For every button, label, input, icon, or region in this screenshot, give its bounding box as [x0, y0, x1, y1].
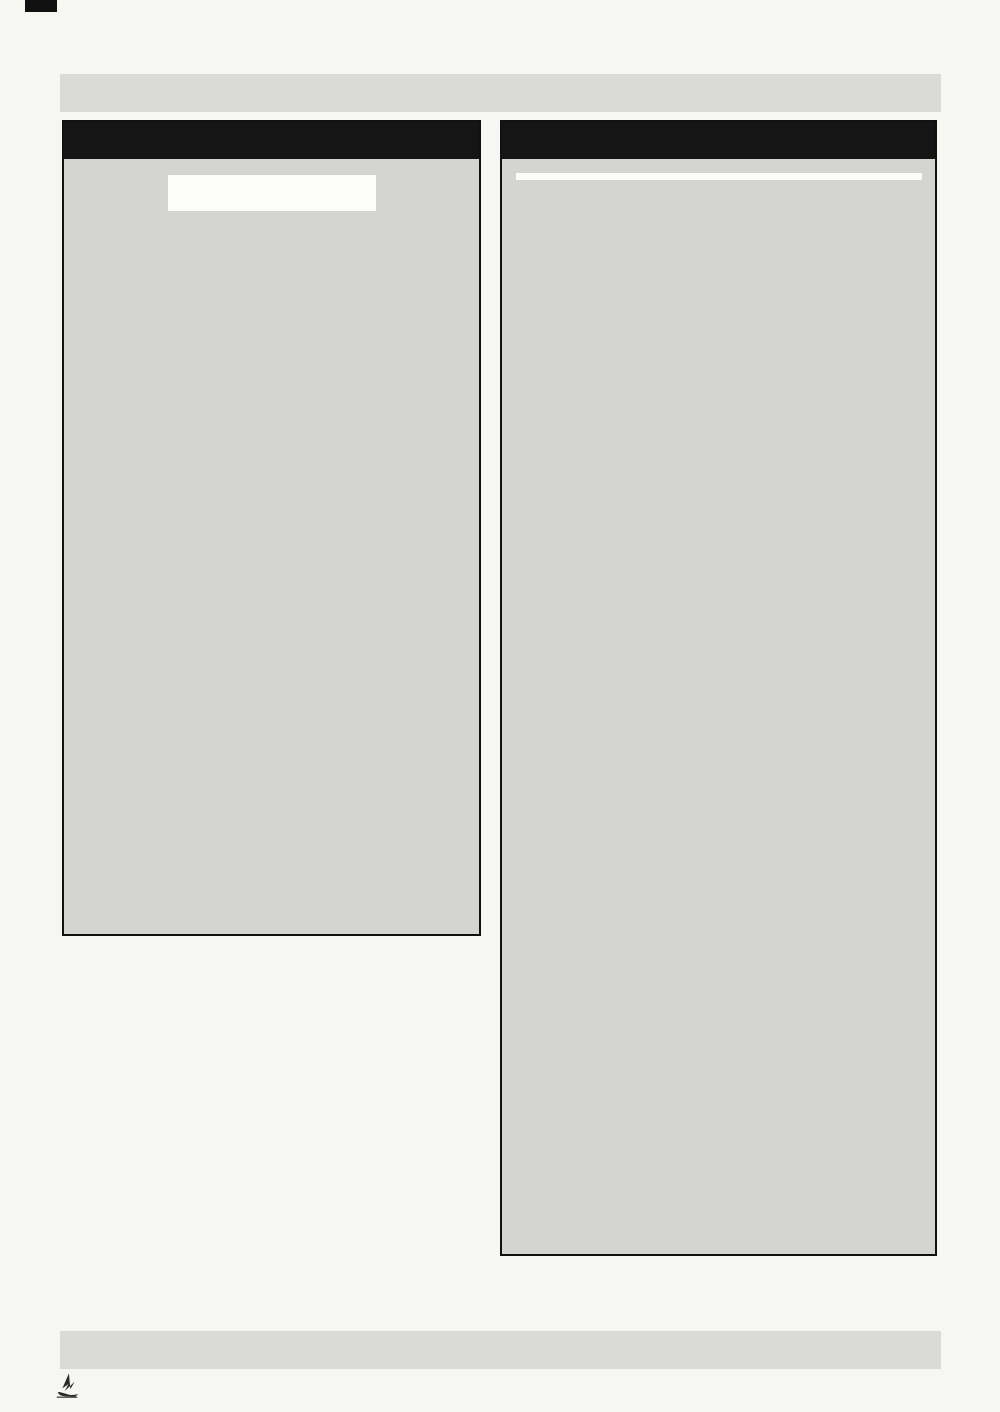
print-registration-mark [25, 0, 57, 12]
participants-list [64, 237, 479, 259]
nations-cup-panel [62, 120, 481, 936]
skate-logo-icon [53, 1372, 83, 1399]
nations-cup-title [64, 122, 479, 159]
champions-subtitle [515, 173, 922, 180]
page-footer [44, 1372, 92, 1399]
champions-table [502, 180, 935, 184]
footer-ticker [60, 1331, 941, 1369]
champions-series-panel [500, 120, 937, 1256]
header-ticker [60, 74, 941, 112]
champions-series-title [502, 122, 935, 159]
teilnehmer-heading [167, 175, 376, 211]
